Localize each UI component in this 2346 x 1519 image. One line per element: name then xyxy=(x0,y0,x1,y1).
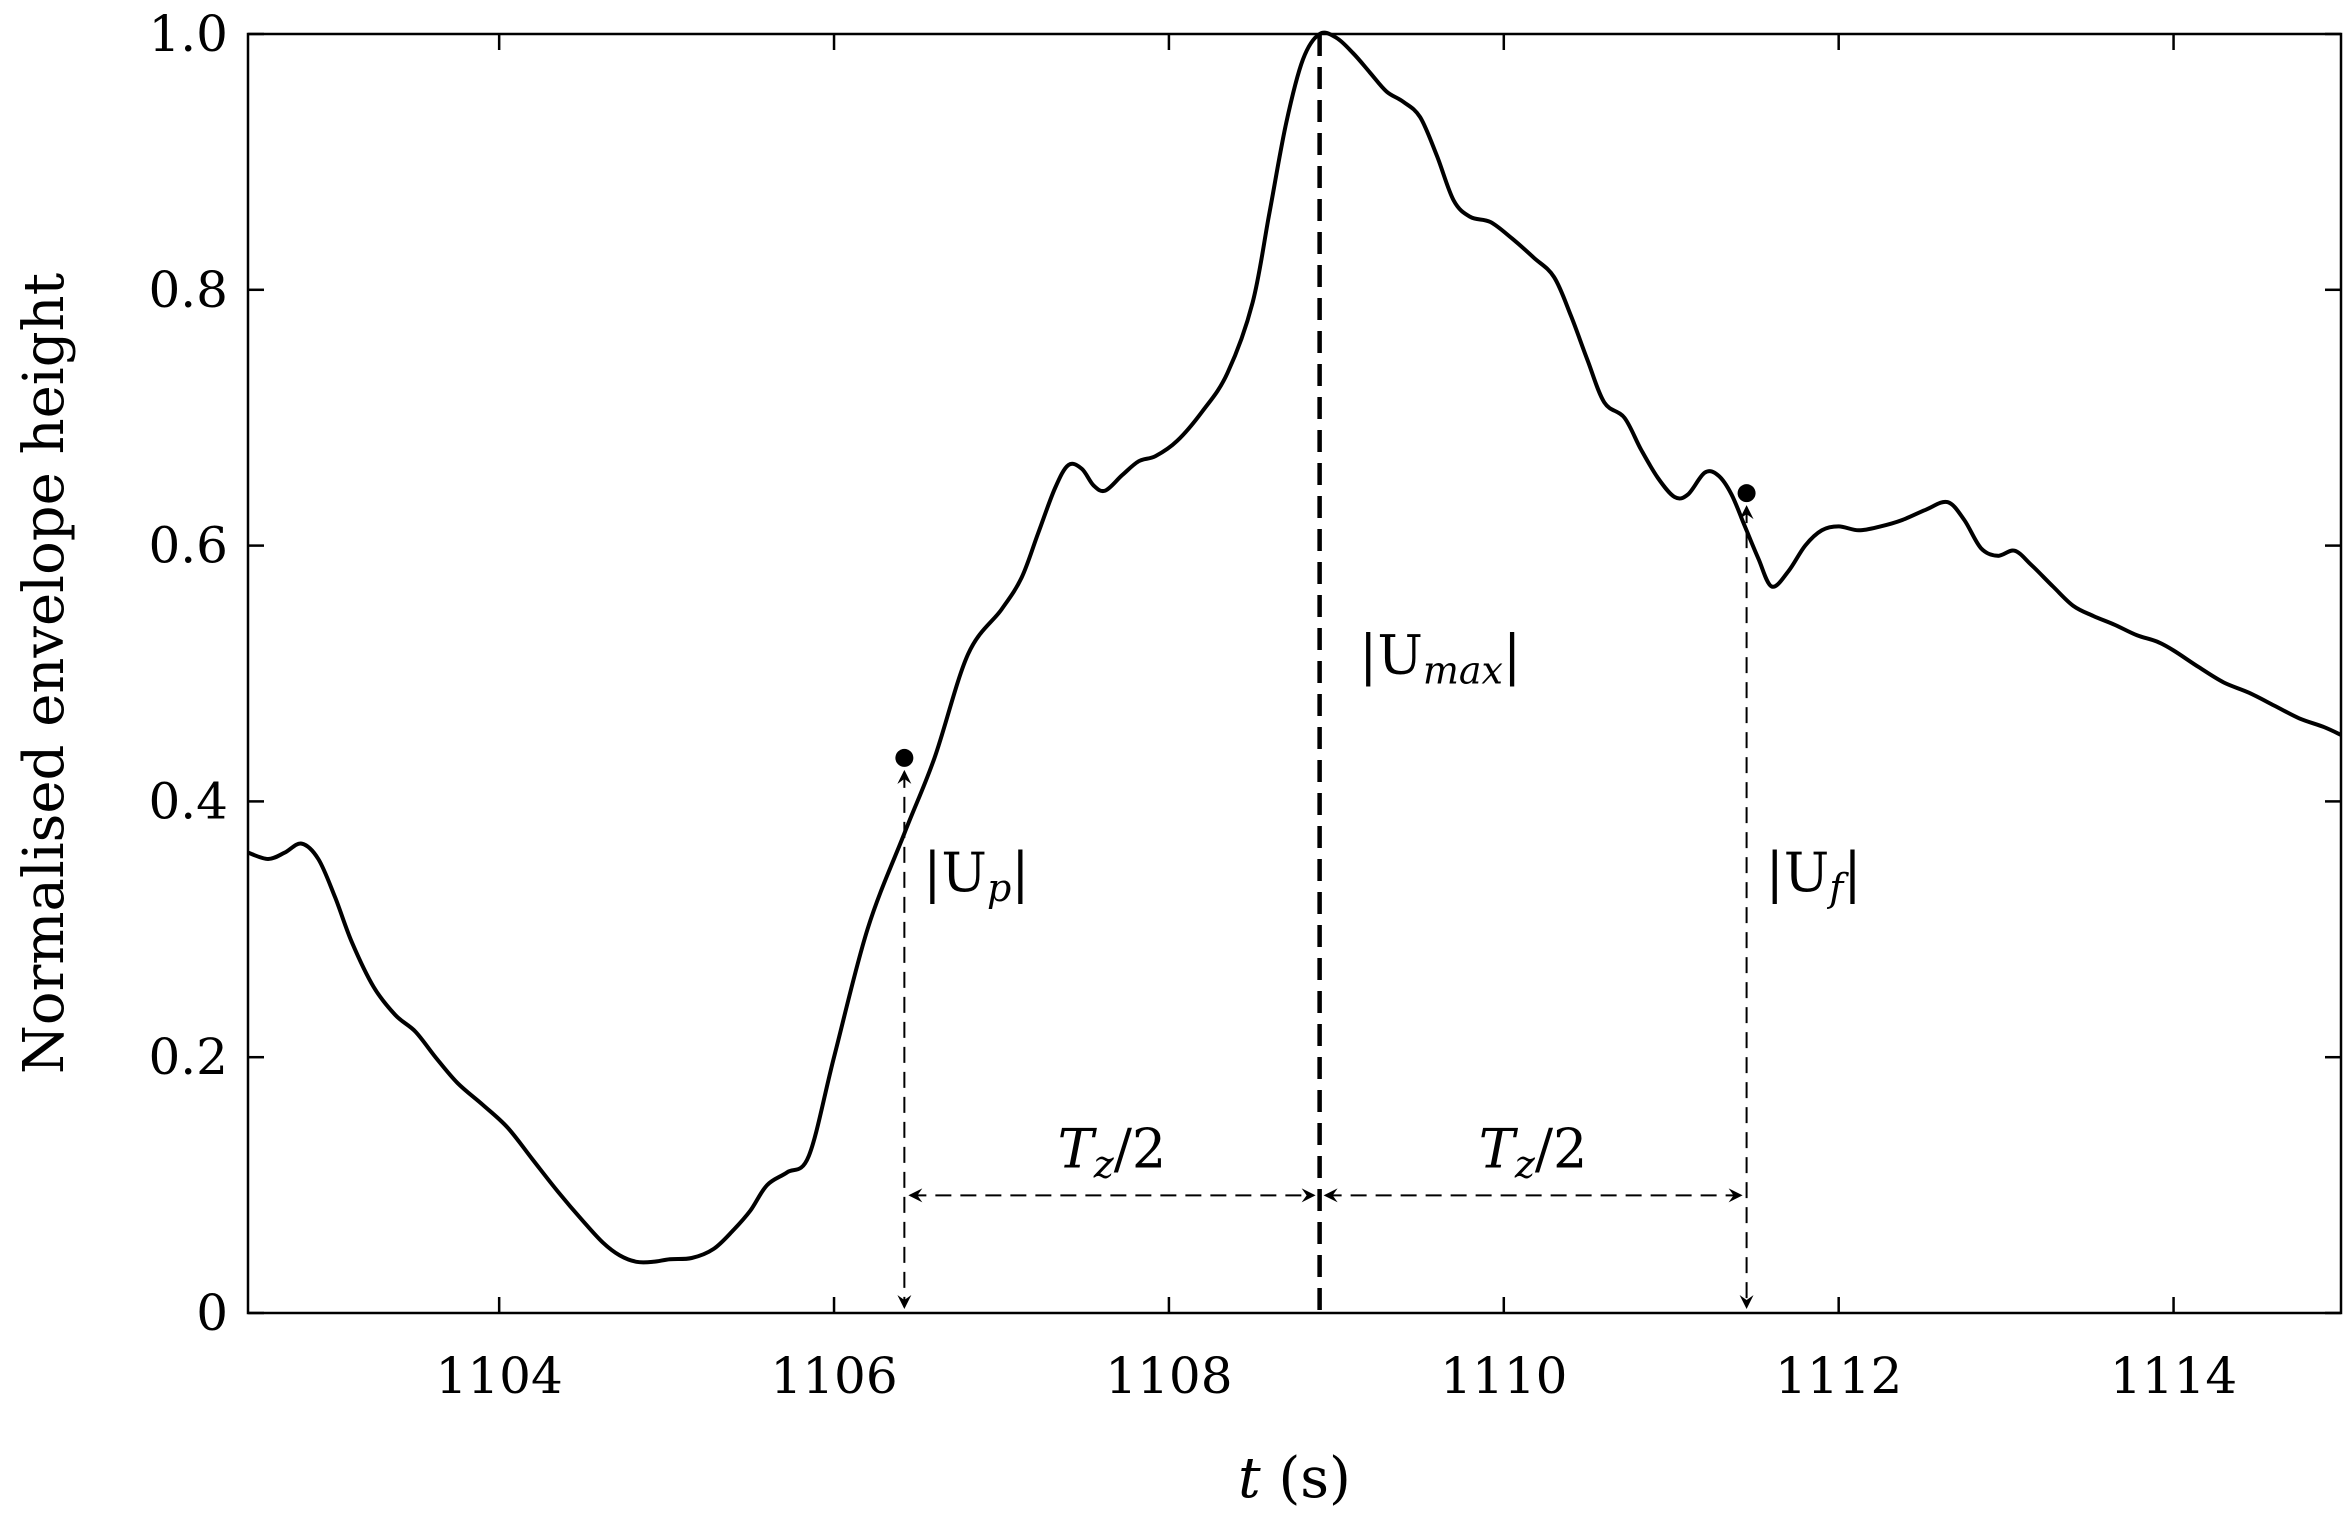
y-tick-label: 0 xyxy=(196,1284,228,1342)
x-tick-label: 1114 xyxy=(2110,1347,2237,1405)
ticks-layer: 1104 1106 1108 1110 1112 1114 0 0.2 0.4 0.6 0.8 1.0 xyxy=(148,5,2341,1405)
annotation-lines-layer xyxy=(897,34,1754,1313)
u-p-point xyxy=(895,748,914,767)
tz-half-right-label: Tz/2 xyxy=(1479,1117,1588,1186)
x-tick-label: 1108 xyxy=(1105,1347,1232,1405)
x-tick-label: 1104 xyxy=(436,1347,563,1405)
y-tick-label: 0.2 xyxy=(148,1028,228,1086)
plot-frame xyxy=(246,32,2343,1315)
x-tick-label: 1112 xyxy=(1775,1347,1902,1405)
tz-half-left-label: Tz/2 xyxy=(1058,1117,1167,1186)
u-p-label: |Up| xyxy=(923,841,1029,910)
x-tick-label: 1110 xyxy=(1440,1347,1567,1405)
u-max-label: |Umax| xyxy=(1359,624,1521,693)
y-tick-label: 0.8 xyxy=(148,261,228,319)
x-axis-label-unit: (s) xyxy=(1261,1446,1351,1511)
y-tick-label: 0.6 xyxy=(148,517,228,575)
u-f-point xyxy=(1737,484,1756,503)
x-axis-label-symbol: t xyxy=(1238,1446,1261,1511)
y-axis-label: Normalised envelope height xyxy=(12,272,77,1074)
u-f-label: |Uf| xyxy=(1766,841,1862,910)
x-tick-label: 1106 xyxy=(770,1347,897,1405)
points-layer xyxy=(895,484,1756,767)
envelope-series-line xyxy=(247,30,2342,1265)
y-tick-label: 1.0 xyxy=(148,5,228,63)
y-tick-label: 0.4 xyxy=(148,772,228,830)
x-axis-label: t (s) xyxy=(1238,1446,1351,1511)
